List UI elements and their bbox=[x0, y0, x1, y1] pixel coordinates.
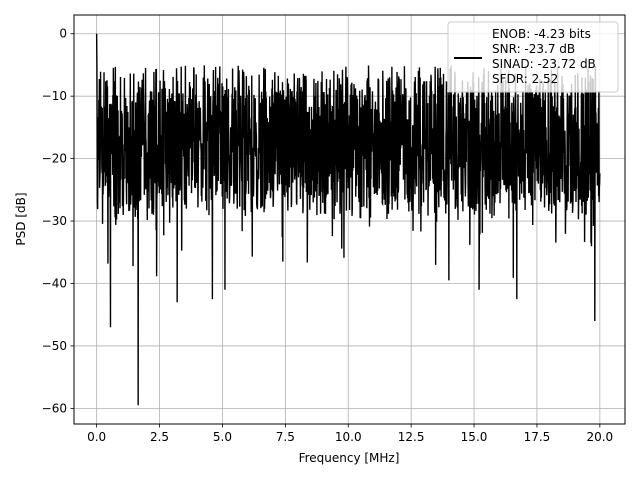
y-tick-label: −50 bbox=[42, 339, 67, 353]
x-tick-label: 12.5 bbox=[398, 430, 425, 444]
legend-label-line: SFDR: 2.52 bbox=[492, 72, 558, 86]
legend-box bbox=[447, 21, 619, 93]
y-axis-label: PSD [dB] bbox=[14, 192, 28, 245]
y-tick-label: −30 bbox=[42, 214, 67, 228]
plot-frame bbox=[73, 14, 626, 425]
x-tick-label: 2.5 bbox=[150, 430, 169, 444]
y-tick-label: −20 bbox=[42, 152, 67, 166]
y-tick-label: −40 bbox=[42, 277, 67, 291]
y-tick-label: 0 bbox=[59, 27, 67, 41]
legend-label-line: ENOB: -4.23 bits bbox=[492, 27, 591, 41]
legend-label-line: SINAD: -23.72 dB bbox=[492, 57, 596, 71]
x-tick-label: 17.5 bbox=[524, 430, 551, 444]
ticks: 0.0 2.5 5.0 7.5 10.0 12.5 15.0 17.5 20.0 0 −10 −20 −… bbox=[42, 27, 614, 444]
x-tick-label: 20.0 bbox=[586, 430, 613, 444]
x-tick-label: 0.0 bbox=[87, 430, 106, 444]
psd-series-line bbox=[95, 33, 601, 406]
x-tick-label: 10.0 bbox=[335, 430, 362, 444]
legend-label-line: SNR: -23.7 dB bbox=[492, 42, 575, 56]
x-axis-label: Frequency [MHz] bbox=[299, 451, 400, 465]
x-tick-label: 15.0 bbox=[461, 430, 488, 444]
series-layer bbox=[95, 33, 601, 406]
x-tick-label: 7.5 bbox=[276, 430, 295, 444]
y-tick-label: −10 bbox=[42, 89, 67, 103]
y-tick-label: −60 bbox=[42, 401, 67, 415]
x-tick-label: 5.0 bbox=[213, 430, 232, 444]
